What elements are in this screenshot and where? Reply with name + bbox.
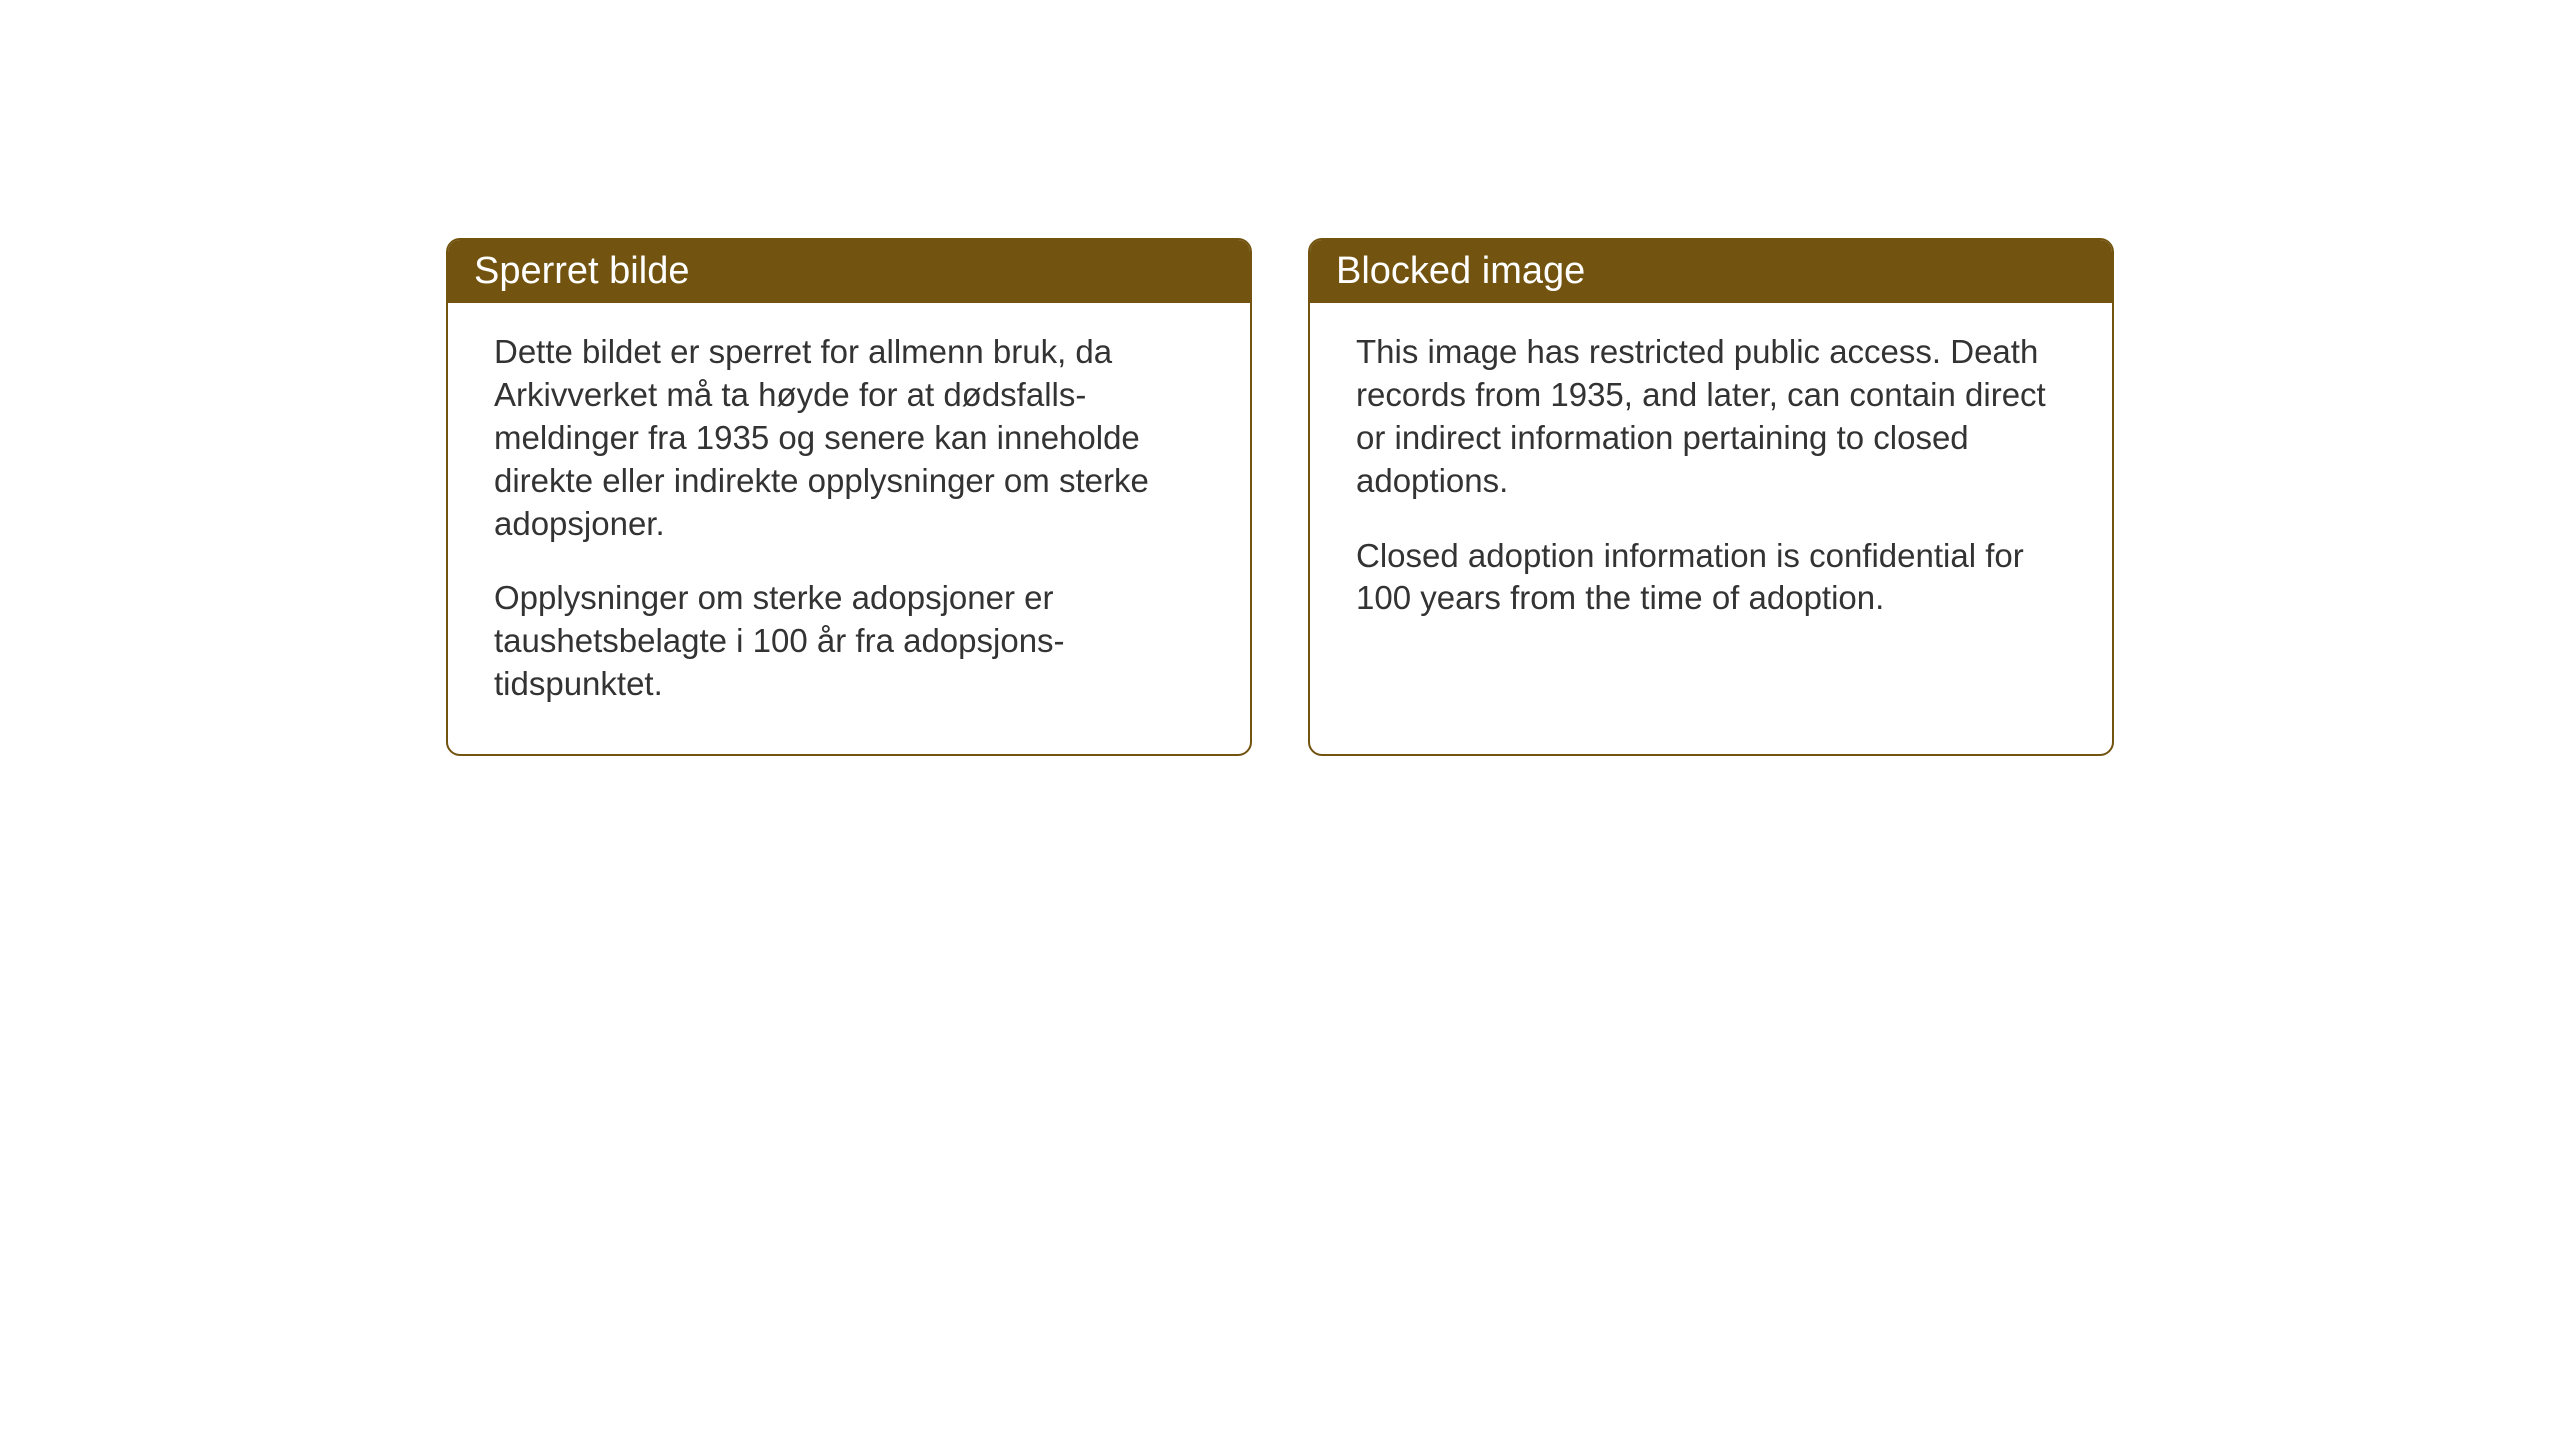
notice-container: Sperret bilde Dette bildet er sperret fo… [446, 238, 2114, 756]
notice-paragraph: Opplysninger om sterke adopsjoner er tau… [494, 577, 1204, 706]
notice-paragraph: Dette bildet er sperret for allmenn bruk… [494, 331, 1204, 545]
notice-paragraph: Closed adoption information is confident… [1356, 535, 2066, 621]
notice-paragraph: This image has restricted public access.… [1356, 331, 2066, 503]
notice-title-norwegian: Sperret bilde [474, 250, 689, 292]
notice-body-english: This image has restricted public access.… [1310, 303, 2112, 668]
notice-body-norwegian: Dette bildet er sperret for allmenn bruk… [448, 303, 1250, 754]
notice-box-english: Blocked image This image has restricted … [1308, 238, 2114, 756]
notice-header-norwegian: Sperret bilde [448, 240, 1250, 303]
notice-box-norwegian: Sperret bilde Dette bildet er sperret fo… [446, 238, 1252, 756]
notice-title-english: Blocked image [1336, 250, 1585, 292]
notice-header-english: Blocked image [1310, 240, 2112, 303]
